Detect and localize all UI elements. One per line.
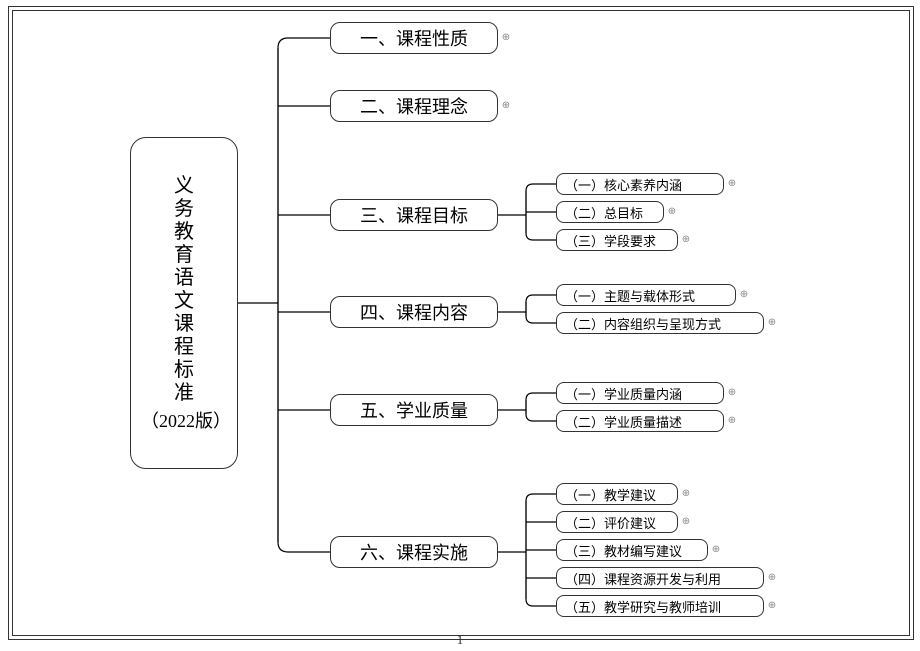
branch-node: 五、学业质量 (330, 394, 498, 426)
expand-icon[interactable]: ⊕ (710, 544, 722, 556)
expand-icon[interactable]: ⊕ (500, 32, 512, 44)
leaf-node: （一）核心素养内涵 (556, 173, 724, 195)
leaf-node: （二）学业质量描述 (556, 410, 724, 432)
leaf-node: （二）内容组织与呈现方式 (556, 312, 764, 334)
leaf-node: （四）课程资源开发与利用 (556, 567, 764, 589)
expand-icon[interactable]: ⊕ (738, 289, 750, 301)
page-number: 1 (0, 632, 920, 648)
branch-node: 二、课程理念 (330, 90, 498, 122)
page: 义务教育语文课程标准 （2022版） 一、课程性质⊕二、课程理念⊕三、课程目标（… (0, 0, 920, 651)
expand-icon[interactable]: ⊕ (726, 415, 738, 427)
branch-node: 一、课程性质 (330, 22, 498, 54)
branch-node: 四、课程内容 (330, 296, 498, 328)
expand-icon[interactable]: ⊕ (500, 100, 512, 112)
expand-icon[interactable]: ⊕ (726, 387, 738, 399)
leaf-node: （一）学业质量内涵 (556, 382, 724, 404)
expand-icon[interactable]: ⊕ (766, 317, 778, 329)
leaf-node: （二）总目标 (556, 201, 664, 223)
leaf-node: （三）学段要求 (556, 229, 678, 251)
expand-icon[interactable]: ⊕ (766, 572, 778, 584)
root-subtitle: （2022版） (141, 411, 227, 432)
expand-icon[interactable]: ⊕ (680, 234, 692, 246)
expand-icon[interactable]: ⊕ (726, 178, 738, 190)
branch-node: 六、课程实施 (330, 536, 498, 568)
root-title: 义务教育语文课程标准 (174, 175, 194, 405)
expand-icon[interactable]: ⊕ (666, 206, 678, 218)
expand-icon[interactable]: ⊕ (680, 488, 692, 500)
leaf-node: （一）主题与载体形式 (556, 284, 736, 306)
expand-icon[interactable]: ⊕ (766, 600, 778, 612)
leaf-node: （一）教学建议 (556, 483, 678, 505)
expand-icon[interactable]: ⊕ (680, 516, 692, 528)
leaf-node: （五）教学研究与教师培训 (556, 595, 764, 617)
leaf-node: （二）评价建议 (556, 511, 678, 533)
root-node: 义务教育语文课程标准 （2022版） (130, 137, 238, 469)
leaf-node: （三）教材编写建议 (556, 539, 708, 561)
branch-node: 三、课程目标 (330, 199, 498, 231)
